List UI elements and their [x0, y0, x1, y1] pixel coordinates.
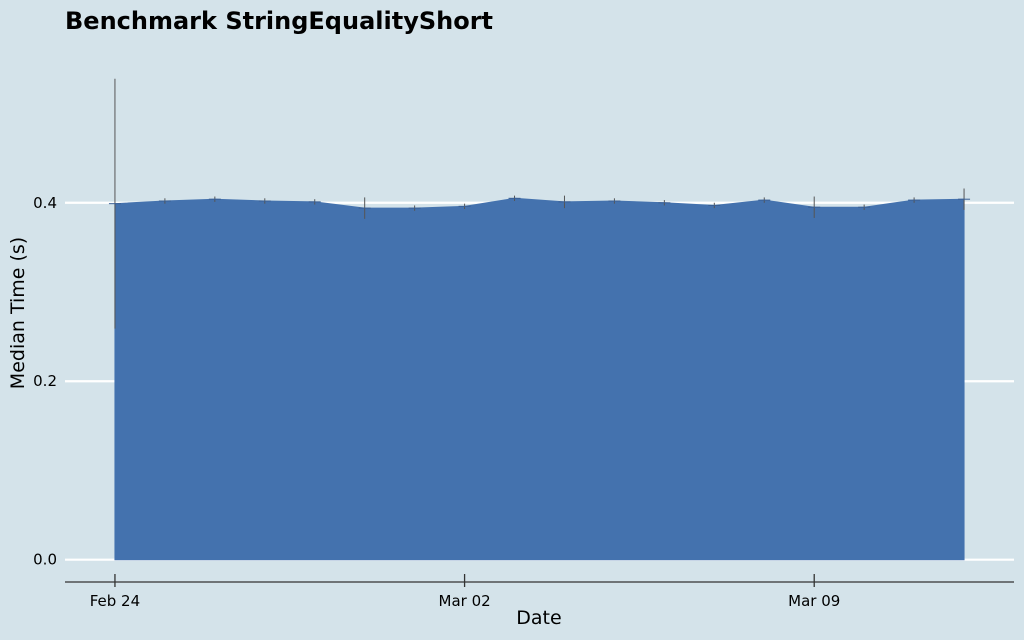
y-axis-label: Median Time (s): [7, 237, 29, 389]
x-tick-label: Feb 24: [90, 592, 140, 610]
x-tick-label: Mar 02: [439, 592, 491, 610]
y-tick-label: 0.2: [33, 372, 57, 390]
y-tick-label: 0.0: [33, 551, 57, 569]
area-series: [108, 78, 971, 561]
chart-title: Benchmark StringEqualityShort: [65, 7, 494, 35]
x-axis-label: Date: [516, 607, 561, 629]
area-fill: [114, 197, 965, 561]
x-tick-label: Mar 09: [788, 592, 840, 610]
y-tick-label: 0.4: [33, 194, 57, 212]
x-axis: [65, 574, 1014, 587]
